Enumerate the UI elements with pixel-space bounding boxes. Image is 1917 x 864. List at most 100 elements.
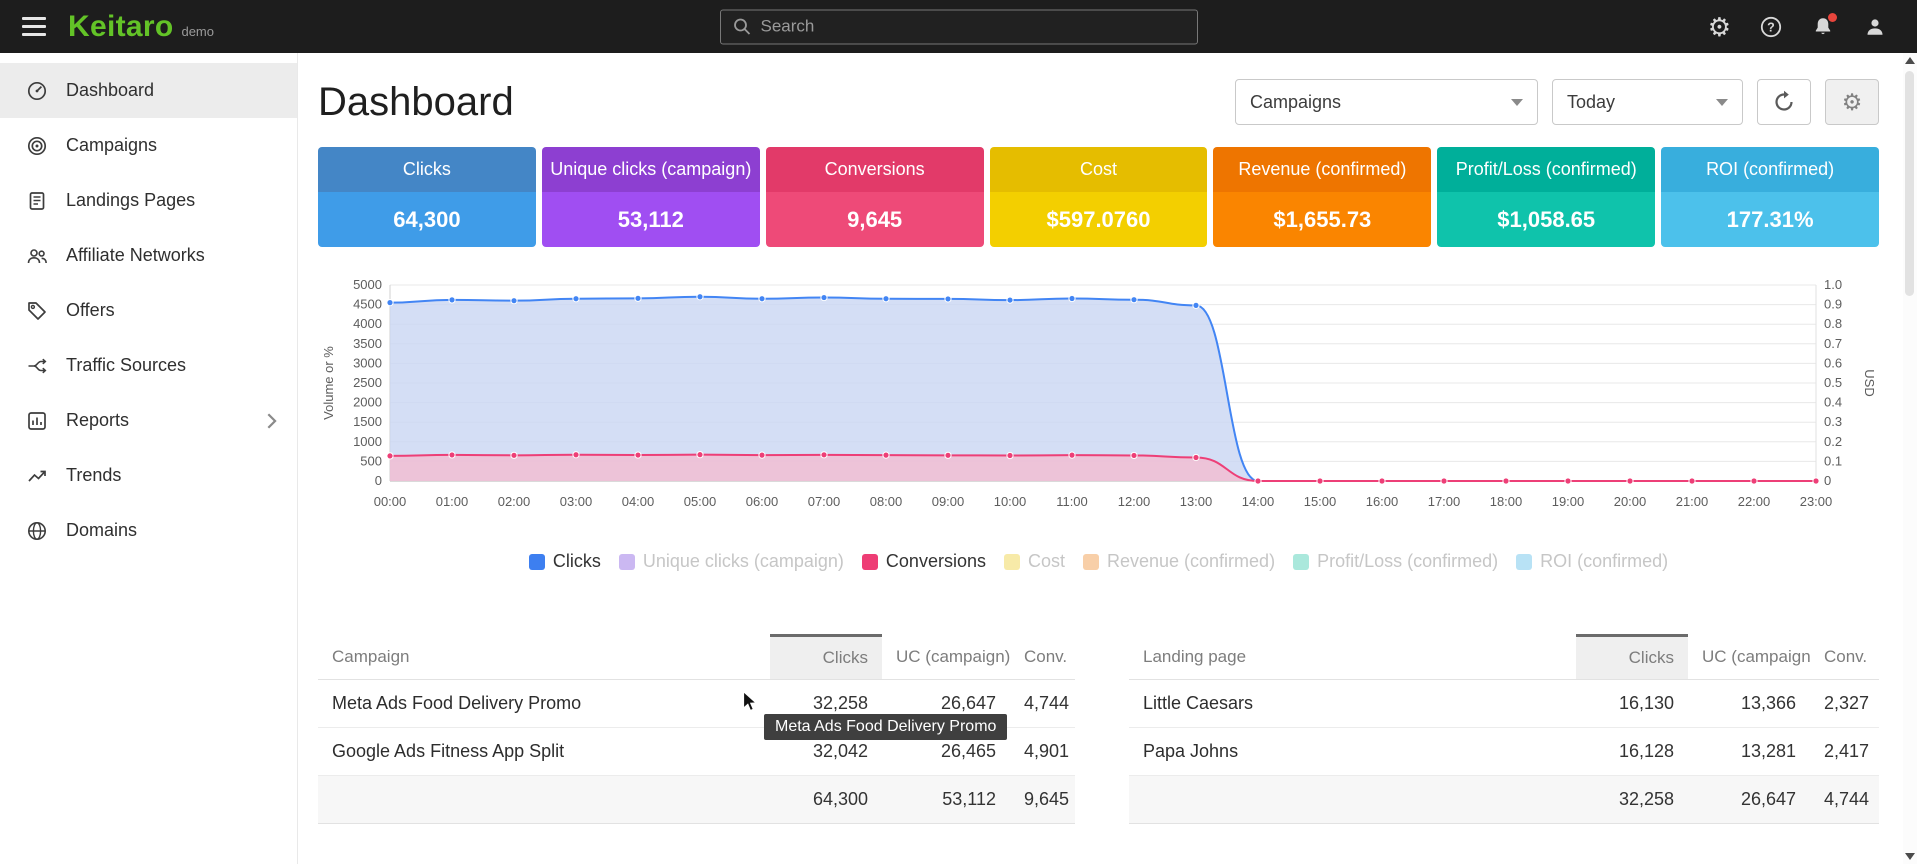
sidebar-item-landings-pages[interactable]: Landings Pages [0,173,297,228]
logo-text: Keitaro [68,10,173,44]
metric-card-roi[interactable]: ROI (confirmed) 177.31% [1661,147,1879,247]
sidebar-label: Landings Pages [66,190,195,211]
date-range-select[interactable]: Today [1552,79,1743,125]
refresh-icon [1772,90,1796,114]
svg-text:1.0: 1.0 [1824,277,1842,292]
legend-swatch [862,554,878,570]
svg-text:10:00: 10:00 [994,494,1027,509]
legend-swatch [1083,554,1099,570]
dashboard-gauge-icon [26,80,48,102]
metric-label: ROI (confirmed) [1661,147,1879,192]
sidebar-item-trends[interactable]: Trends [0,448,297,503]
sidebar-item-domains[interactable]: Domains [0,503,297,558]
sidebar-item-reports[interactable]: Reports [0,393,297,448]
svg-text:08:00: 08:00 [870,494,903,509]
legend-item-revenue[interactable]: Revenue (confirmed) [1083,551,1275,572]
tag-icon [26,300,48,322]
metric-value: 64,300 [318,192,536,247]
scrollbar-thumb[interactable] [1905,71,1914,296]
legend-item-roi[interactable]: ROI (confirmed) [1516,551,1668,572]
metric-card-revenue[interactable]: Revenue (confirmed) $1,655.73 [1213,147,1431,247]
date-range-value: Today [1567,92,1615,113]
totals-uc: 26,647 [1688,776,1810,824]
metric-value: $1,655.73 [1213,192,1431,247]
dashboard-settings-button[interactable]: ⚙ [1825,79,1879,125]
legend-label: Profit/Loss (confirmed) [1317,551,1498,572]
sidebar-item-affiliate-networks[interactable]: Affiliate Networks [0,228,297,283]
legend-item-clicks[interactable]: Clicks [529,551,601,572]
settings-gear-icon: ⚙ [1842,91,1863,114]
sidebar-label: Offers [66,300,115,321]
chart-doc-icon [26,410,48,432]
clicks-cell: 16,128 [1576,728,1688,776]
svg-text:2500: 2500 [353,375,382,390]
column-header-clicks[interactable]: Clicks [1576,636,1688,680]
column-header-conv[interactable]: Conv. [1810,636,1879,680]
column-header-clicks[interactable]: Clicks [770,636,882,680]
campaigns-filter-value: Campaigns [1250,92,1341,113]
table-header-row: Campaign Clicks UC (campaign) Conv. [318,636,1075,680]
svg-text:0: 0 [375,473,382,488]
scroll-up-arrow-icon[interactable] [1905,57,1915,64]
search-input[interactable] [761,17,1185,37]
metric-card-cost[interactable]: Cost $597.0760 [990,147,1208,247]
totals-row: 32,258 26,647 4,744 [1129,776,1879,824]
svg-text:20:00: 20:00 [1614,494,1647,509]
conv-cell: 4,744 [1010,680,1075,728]
legend-item-unique-clicks[interactable]: Unique clicks (campaign) [619,551,844,572]
metric-cards-row: Clicks 64,300 Unique clicks (campaign) 5… [318,147,1879,247]
column-header-conv[interactable]: Conv. [1010,636,1075,680]
scroll-down-arrow-icon[interactable] [1905,853,1915,860]
campaigns-filter-select[interactable]: Campaigns [1235,79,1538,125]
chart-legend: Clicks Unique clicks (campaign) Conversi… [318,551,1879,572]
column-header-uc[interactable]: UC (campaign) [882,636,1010,680]
svg-text:11:00: 11:00 [1056,494,1088,509]
column-header-landing-page[interactable]: Landing page [1129,636,1576,680]
page-scrollbar[interactable] [1903,53,1917,864]
column-header-uc[interactable]: UC (campaign) [1688,636,1810,680]
svg-text:0.2: 0.2 [1824,434,1842,449]
account-icon[interactable] [1863,15,1887,39]
refresh-button[interactable] [1757,79,1811,125]
svg-text:0.7: 0.7 [1824,336,1842,351]
sidebar: Dashboard Campaigns Landings Pages Affil… [0,53,298,864]
table-header-row: Landing page Clicks UC (campaign) Conv. [1129,636,1879,680]
legend-item-conversions[interactable]: Conversions [862,551,986,572]
metric-value: $597.0760 [990,192,1208,247]
notifications-bell-icon[interactable] [1811,15,1835,39]
svg-text:03:00: 03:00 [560,494,593,509]
chevron-down-icon [1511,99,1523,106]
legend-label: ROI (confirmed) [1540,551,1668,572]
metric-card-unique-clicks[interactable]: Unique clicks (campaign) 53,112 [542,147,760,247]
column-header-campaign[interactable]: Campaign [318,636,770,680]
metric-card-profit-loss[interactable]: Profit/Loss (confirmed) $1,058.65 [1437,147,1655,247]
table-row[interactable]: Little Caesars 16,130 13,366 2,327 [1129,680,1879,728]
svg-text:?: ? [1767,20,1775,34]
legend-item-cost[interactable]: Cost [1004,551,1065,572]
metric-value: $1,058.65 [1437,192,1655,247]
svg-text:09:00: 09:00 [932,494,965,509]
metric-value: 177.31% [1661,192,1879,247]
svg-text:0.6: 0.6 [1824,355,1842,370]
page-title: Dashboard [318,80,514,125]
metric-card-clicks[interactable]: Clicks 64,300 [318,147,536,247]
svg-text:0.8: 0.8 [1824,316,1842,331]
sidebar-item-campaigns[interactable]: Campaigns [0,118,297,173]
gear-icon[interactable]: ⚙ [1708,14,1731,40]
metric-label: Unique clicks (campaign) [542,147,760,192]
hamburger-menu-icon[interactable] [22,17,46,36]
help-icon[interactable]: ? [1759,15,1783,39]
svg-text:1500: 1500 [353,414,382,429]
legend-item-profit-loss[interactable]: Profit/Loss (confirmed) [1293,551,1498,572]
sidebar-item-traffic-sources[interactable]: Traffic Sources [0,338,297,393]
brand[interactable]: Keitaro demo [68,10,214,44]
svg-text:22:00: 22:00 [1738,494,1771,509]
metric-label: Conversions [766,147,984,192]
search-icon [733,18,751,36]
sidebar-item-offers[interactable]: Offers [0,283,297,338]
sidebar-item-dashboard[interactable]: Dashboard [0,63,297,118]
search-box[interactable] [720,9,1198,44]
svg-text:00:00: 00:00 [374,494,407,509]
metric-card-conversions[interactable]: Conversions 9,645 [766,147,984,247]
table-row[interactable]: Papa Johns 16,128 13,281 2,417 [1129,728,1879,776]
